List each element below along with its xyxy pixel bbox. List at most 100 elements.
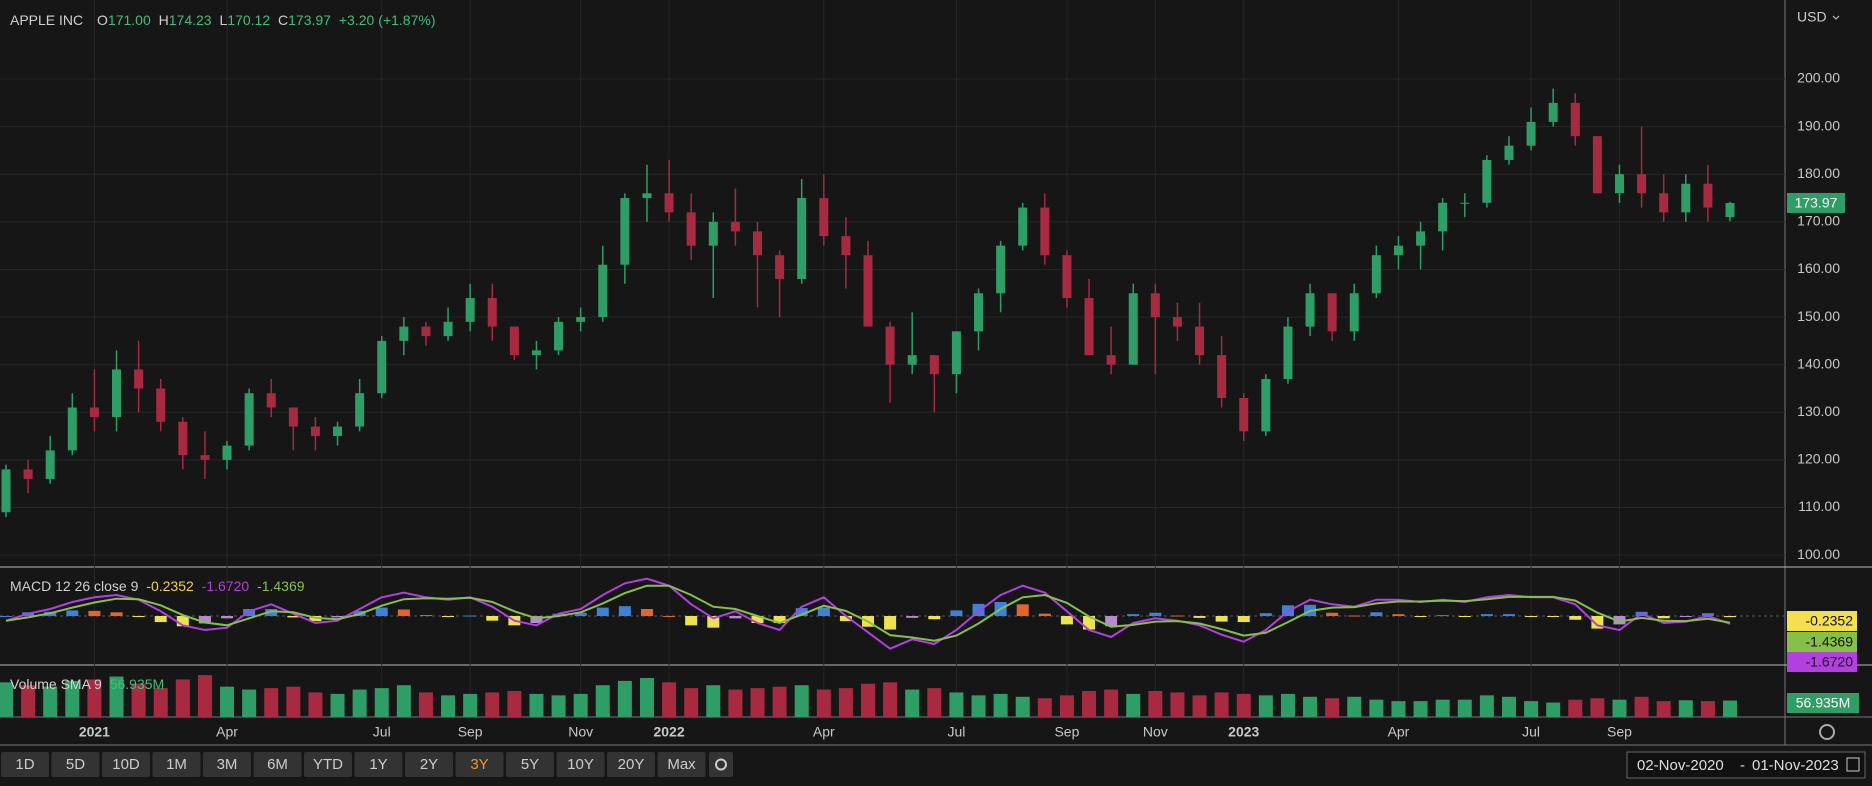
candle-body (1659, 193, 1669, 213)
candle-body (907, 355, 917, 365)
candle-body (1283, 326, 1293, 379)
change: +3.20 (338, 12, 375, 28)
range-button[interactable]: 5D (51, 752, 100, 777)
candle-body (841, 236, 851, 256)
macd-tag (1787, 632, 1857, 652)
y-tick-label: 140.00 (1797, 355, 1840, 371)
button-label: 1Y (369, 756, 387, 773)
volume-bar (21, 685, 36, 717)
candle-body (1416, 231, 1426, 246)
open-value: 171.00 (107, 12, 151, 28)
macd-hist-bar (66, 610, 79, 616)
range-button[interactable]: 5Y (506, 752, 554, 777)
volume-bar (43, 686, 58, 717)
macd-hist-bar (1547, 616, 1560, 617)
button-label: YTD (313, 756, 343, 773)
macd-hist-bar (640, 609, 653, 616)
range-button[interactable]: 3Y (455, 752, 504, 777)
macd-hist-bar (375, 607, 388, 616)
x-tick-label: Nov (1143, 724, 1168, 740)
range-button[interactable]: 3M (203, 752, 251, 777)
volume-bar (728, 689, 743, 717)
candle-body (1150, 293, 1160, 318)
range-button[interactable]: YTD (304, 752, 352, 777)
x-tick-label: Jul (373, 724, 391, 740)
candle-body (421, 326, 431, 337)
macd-hist-bar (1525, 616, 1538, 617)
candle-body (200, 455, 210, 460)
volume-bar (1723, 700, 1737, 717)
macd-hist-bar (1193, 616, 1206, 618)
candle-body (355, 393, 365, 427)
macd-hist-bar (751, 616, 764, 623)
volume-bar (883, 682, 898, 717)
candle-body (487, 298, 497, 327)
candle-body (620, 198, 630, 265)
volume-bar (1258, 695, 1273, 717)
macd-hist-bar (795, 608, 808, 616)
volume-bar (1280, 693, 1295, 717)
gear (715, 758, 727, 771)
candle-body (1128, 293, 1138, 365)
volume-bar (595, 685, 610, 717)
date-range[interactable]: 02-Nov-2020-01-Nov-2023 (1626, 751, 1866, 779)
button-bg (506, 752, 554, 777)
range-button[interactable]: 10D (102, 752, 150, 777)
range-button[interactable]: 20Y (607, 752, 655, 777)
candle-body (664, 193, 674, 213)
macd-hist-bar (1436, 615, 1449, 617)
range-button[interactable]: 10Y (556, 752, 605, 777)
macd-hist-bar (1370, 612, 1383, 616)
range-button[interactable]: 2Y (405, 752, 453, 777)
x-tick-label: Apr (1388, 724, 1410, 740)
volume-bar (418, 692, 433, 717)
range-button[interactable]: 1Y (354, 752, 403, 777)
high-value: 174.23 (168, 12, 212, 28)
volume-bar (838, 688, 853, 717)
candle-body (1438, 202, 1448, 232)
candle-body (399, 326, 409, 341)
candle-body (178, 421, 188, 456)
range-button[interactable]: 1M (152, 752, 201, 777)
macd-hist-bar (574, 612, 587, 616)
settings-icon[interactable] (1819, 724, 1835, 740)
volume-bar (861, 683, 875, 717)
volume-bar (1546, 702, 1561, 717)
close-label: C (278, 12, 289, 28)
low-value: 170.12 (227, 12, 271, 28)
macd-hist-bar (1458, 616, 1471, 617)
button-bg (657, 752, 706, 777)
candle-body (112, 369, 122, 418)
macd-hist-bar (1724, 616, 1736, 618)
candle-body (730, 221, 740, 232)
candle-body (23, 469, 33, 479)
last-price-label: 173.97 (1795, 195, 1838, 211)
candle-body (576, 317, 586, 322)
x-tick-label: Apr (216, 724, 238, 740)
button-label: 6M (267, 756, 288, 773)
macd-tag (1787, 611, 1857, 631)
macd-hist-bar (397, 609, 410, 616)
range-button[interactable]: 6M (253, 752, 302, 777)
macd-hist-bar (1171, 615, 1184, 617)
volume-bar (1015, 696, 1030, 717)
volume-bar (772, 686, 787, 717)
button-bg (455, 752, 504, 777)
candle-body (1614, 174, 1624, 194)
volume-bar (971, 695, 986, 717)
x-tick-label: Jul (947, 724, 965, 740)
range-button[interactable]: Max (657, 752, 706, 777)
volume-bar (750, 688, 765, 717)
volume-bar (1104, 689, 1119, 717)
toolbar-settings[interactable] (709, 752, 733, 777)
y-tick-label: 120.00 (1797, 451, 1840, 467)
range-button[interactable]: 1D (1, 752, 49, 777)
macd-hist-bar (1502, 614, 1515, 616)
candle-body (996, 245, 1006, 294)
volume-bar (441, 695, 456, 717)
y-tick-label: 130.00 (1797, 403, 1840, 419)
macd-hist-bar (154, 616, 167, 623)
candle-body (1172, 317, 1182, 327)
volume-bar (551, 695, 566, 717)
volume-bar (1347, 696, 1362, 717)
